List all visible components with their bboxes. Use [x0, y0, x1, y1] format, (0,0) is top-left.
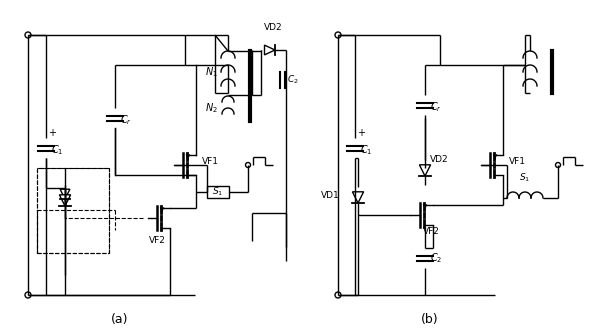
Text: VD1: VD1 — [321, 190, 340, 199]
Text: $C_1$: $C_1$ — [51, 143, 64, 157]
Text: $C_r$: $C_r$ — [120, 113, 132, 127]
Polygon shape — [59, 195, 71, 206]
Text: VF1: VF1 — [509, 157, 526, 166]
Polygon shape — [265, 45, 275, 55]
Text: VD2: VD2 — [430, 156, 448, 165]
Text: +: + — [48, 128, 56, 138]
Text: $C_1$: $C_1$ — [360, 143, 373, 157]
Text: $S_1$: $S_1$ — [213, 186, 224, 198]
Text: $N_1$: $N_1$ — [205, 65, 218, 79]
Text: VF1: VF1 — [202, 157, 219, 166]
Polygon shape — [419, 165, 431, 176]
Polygon shape — [353, 192, 364, 203]
Text: (b): (b) — [421, 314, 439, 327]
Text: VF2: VF2 — [423, 227, 440, 236]
Text: $C_2$: $C_2$ — [287, 74, 299, 86]
Polygon shape — [60, 189, 70, 199]
Text: VF2: VF2 — [148, 236, 166, 245]
Bar — [37, 168, 109, 253]
Text: VD2: VD2 — [264, 23, 282, 32]
Text: (a): (a) — [111, 314, 129, 327]
Text: $C_r$: $C_r$ — [430, 100, 442, 114]
Text: +: + — [357, 128, 365, 138]
Text: $S_1$: $S_1$ — [519, 171, 530, 184]
Text: $N_2$: $N_2$ — [205, 101, 218, 115]
Text: $C_2$: $C_2$ — [430, 251, 442, 265]
Bar — [207, 186, 229, 198]
